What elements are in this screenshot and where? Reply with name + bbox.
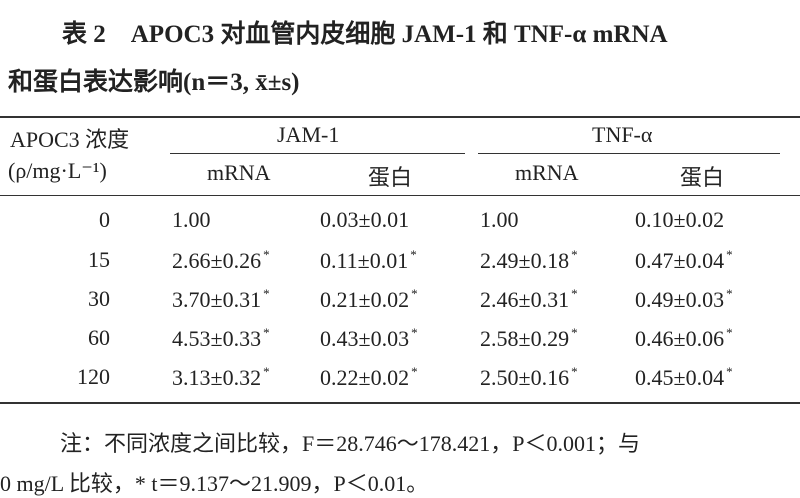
significance-mark: *	[726, 364, 733, 379]
cell-value: 4.53±0.33	[172, 326, 262, 351]
significance-mark: *	[571, 364, 578, 379]
significance-mark: *	[263, 325, 270, 340]
cell-value: 3.13±0.32	[172, 365, 262, 390]
cell-value: 0.47±0.04	[635, 248, 725, 273]
table-cell: 2.58±0.29 *	[480, 325, 578, 352]
cell-value: 0.11±0.01	[320, 248, 409, 273]
row-label: 60	[88, 325, 110, 350]
significance-mark: *	[411, 286, 418, 301]
cell-value: 2.49±0.18	[480, 248, 570, 273]
table-cell: 0.49±0.03 *	[635, 286, 733, 313]
table-cell: 4.53±0.33 *	[172, 325, 270, 352]
table-cell: 0.21±0.02 *	[320, 286, 418, 313]
header-cell: mRNA	[515, 160, 579, 185]
table-cell: 0.22±0.02 *	[320, 364, 418, 391]
cell-value: 0.49±0.03	[635, 287, 725, 312]
table-cell: 0.10±0.02	[635, 207, 724, 233]
significance-mark: *	[411, 364, 418, 379]
top-rule	[0, 116, 800, 118]
header-cell: (ρ/mg·L⁻¹)	[8, 158, 107, 183]
table-cell: 1.00	[172, 207, 211, 233]
cell-value: 1.00	[480, 207, 519, 232]
cell-value: 0.22±0.02	[320, 365, 410, 390]
header-cell: 蛋白	[368, 165, 413, 190]
table-cell: 0.47±0.04 *	[635, 247, 733, 274]
table-cell: 0.03±0.01	[320, 207, 409, 233]
significance-mark: *	[263, 247, 270, 262]
cell-value: 2.66±0.26	[172, 248, 262, 273]
span-rule	[478, 153, 780, 154]
cell-value: 0.10±0.02	[635, 207, 725, 232]
title: 表 2 APOC3 对血管内皮细胞 JAM-1 和 TNF-α mRNA	[62, 21, 668, 48]
cell-value: 0.45±0.04	[635, 365, 725, 390]
cell-value: 2.50±0.16	[480, 365, 570, 390]
header-cell: JAM-1	[277, 122, 340, 147]
significance-mark: *	[263, 286, 270, 301]
table-cell: 0.43±0.03 *	[320, 325, 418, 352]
row-label: 30	[88, 286, 110, 311]
bottom-rule	[0, 402, 800, 404]
significance-mark: *	[410, 247, 417, 262]
significance-mark: *	[571, 325, 578, 340]
note: 注：不同浓度之间比较，F＝28.746～178.421，P＜0.001；与	[60, 431, 640, 456]
table-cell: 0.11±0.01 *	[320, 247, 417, 274]
cell-value: 0.03±0.01	[320, 207, 410, 232]
cell-value: 0.46±0.06	[635, 326, 725, 351]
significance-mark: *	[411, 325, 418, 340]
significance-mark: *	[571, 247, 578, 262]
title: 和蛋白表达影响(n＝3, x̄±s)	[8, 69, 300, 96]
cell-value: 3.70±0.31	[172, 287, 262, 312]
table-cell: 2.46±0.31 *	[480, 286, 578, 313]
table-cell: 2.66±0.26 *	[172, 247, 270, 274]
span-rule	[170, 153, 465, 154]
cell-value: 2.46±0.31	[480, 287, 570, 312]
note: 0 mg/L 比较，* t＝9.137～21.909，P＜0.01。	[0, 471, 429, 496]
cell-value: 1.00	[172, 207, 211, 232]
significance-mark: *	[726, 286, 733, 301]
header-rule	[0, 195, 800, 196]
significance-mark: *	[726, 247, 733, 262]
cell-value: 2.58±0.29	[480, 326, 570, 351]
table-cell: 2.50±0.16 *	[480, 364, 578, 391]
table-cell: 0.46±0.06 *	[635, 325, 733, 352]
header-cell: mRNA	[207, 160, 271, 185]
header-cell: APOC3 浓度	[10, 127, 130, 152]
header-cell: TNF-α	[592, 122, 653, 147]
table-cell: 3.70±0.31 *	[172, 286, 270, 313]
significance-mark: *	[263, 364, 270, 379]
cell-value: 0.43±0.03	[320, 326, 410, 351]
table-cell: 2.49±0.18 *	[480, 247, 578, 274]
table-cell: 0.45±0.04 *	[635, 364, 733, 391]
cell-value: 0.21±0.02	[320, 287, 410, 312]
row-label: 120	[77, 364, 110, 389]
significance-mark: *	[726, 325, 733, 340]
table-cell: 1.00	[480, 207, 519, 233]
row-label: 15	[88, 247, 110, 272]
header-cell: 蛋白	[680, 165, 725, 190]
significance-mark: *	[571, 286, 578, 301]
row-label: 0	[99, 207, 110, 232]
table-cell: 3.13±0.32 *	[172, 364, 270, 391]
